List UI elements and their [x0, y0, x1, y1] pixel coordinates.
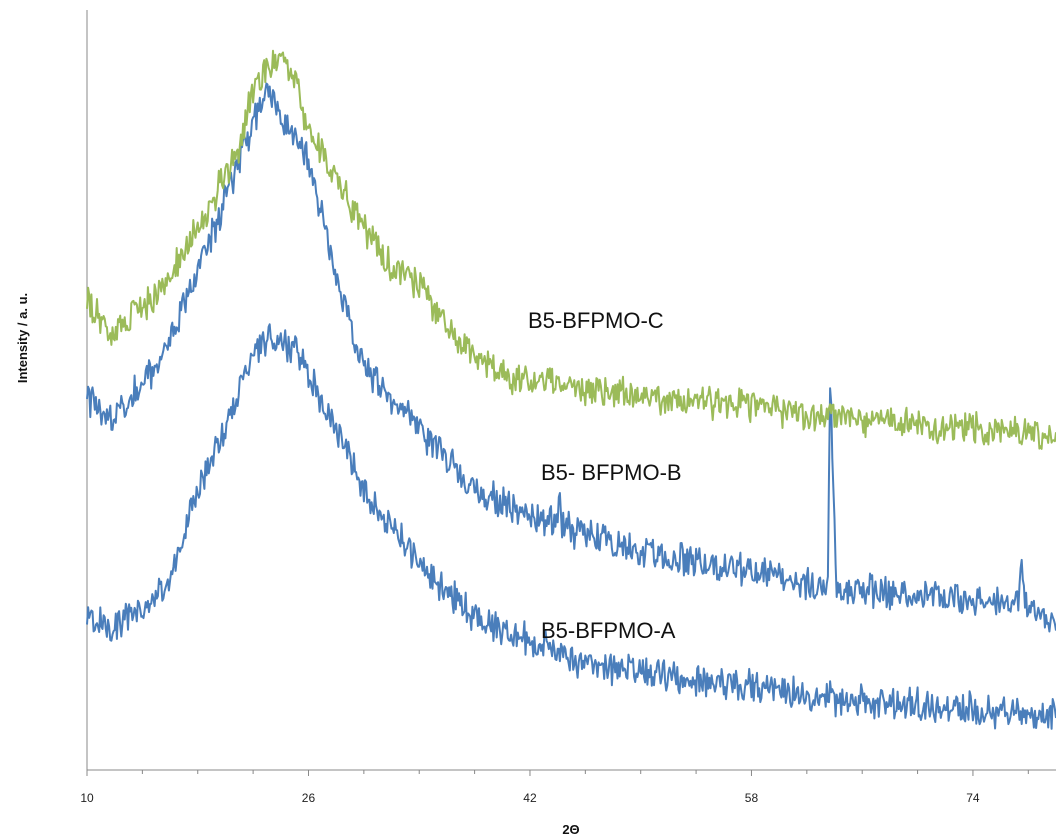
x-tick-label: 42: [523, 791, 537, 805]
x-ticks: 10 26 42 58 74: [80, 770, 1029, 805]
x-tick-label: 10: [80, 791, 94, 805]
labels-layer: Intensity / a. u. 2Θ B5-BFPMO-C B5- BFPM…: [15, 293, 682, 837]
x-tick-label: 74: [966, 791, 980, 805]
y-axis-title: Intensity / a. u.: [15, 293, 30, 383]
x-tick-label: 58: [745, 791, 759, 805]
x-axis-title: 2Θ: [562, 822, 579, 837]
x-tick-label: 26: [302, 791, 316, 805]
series-label-b: B5- BFPMO-B: [541, 460, 682, 485]
series-line-a: [86, 323, 1056, 730]
series-label-c: B5-BFPMO-C: [528, 308, 664, 333]
series-layer: [86, 49, 1056, 730]
series-label-a: B5-BFPMO-A: [541, 618, 676, 643]
series-line-b: [86, 82, 1056, 633]
series-line-c: [86, 49, 1056, 450]
